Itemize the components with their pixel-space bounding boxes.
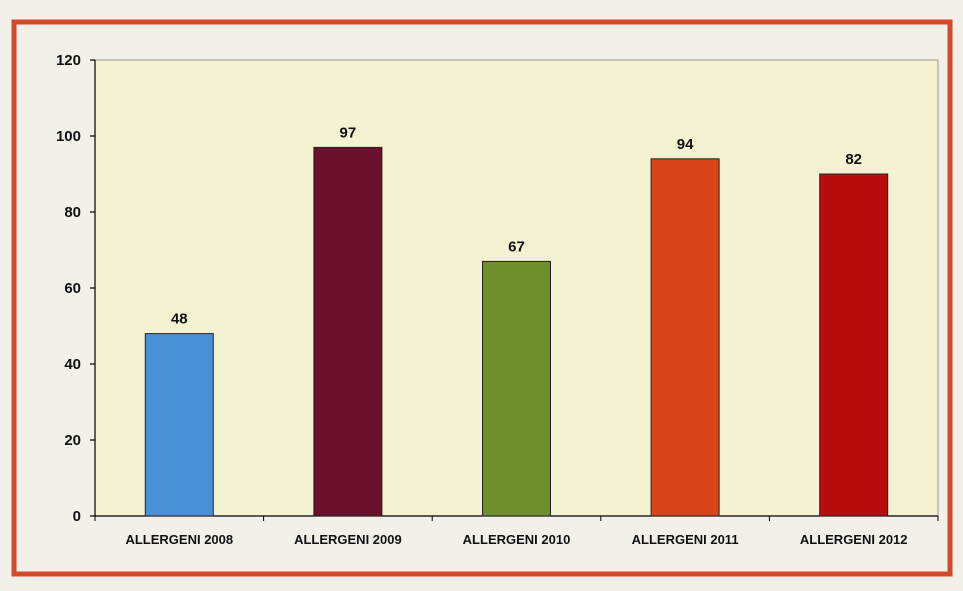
y-tick-label-4: 80 — [64, 204, 81, 221]
y-tick-label-6: 120 — [56, 52, 81, 69]
y-tick-label-3: 60 — [64, 280, 81, 297]
x-tick-label-3: ALLERGENI 2011 — [632, 532, 739, 547]
y-tick-label-0: 0 — [73, 508, 81, 525]
bar-3 — [650, 158, 720, 517]
bar-0 — [144, 333, 214, 517]
bar-value-label-0: 48 — [171, 311, 188, 328]
y-tick-label-1: 20 — [64, 432, 81, 449]
bar-value-label-3: 94 — [677, 136, 694, 153]
bar-value-label-4: 82 — [845, 151, 862, 168]
x-tick-label-1: ALLERGENI 2009 — [294, 532, 402, 547]
bar-value-label-1: 97 — [340, 124, 357, 141]
x-tick-label-0: ALLERGENI 2008 — [125, 532, 233, 547]
x-tick-label-4: ALLERGENI 2012 — [800, 532, 908, 547]
chart-border — [11, 19, 953, 577]
y-tick-label-2: 40 — [64, 356, 81, 373]
bar-2 — [482, 260, 551, 517]
bar-4 — [819, 173, 889, 517]
y-tick-label-5: 100 — [56, 128, 81, 145]
x-tick-label-2: ALLERGENI 2010 — [463, 532, 571, 547]
bar-value-label-2: 67 — [508, 238, 525, 255]
bar-1 — [313, 146, 383, 517]
